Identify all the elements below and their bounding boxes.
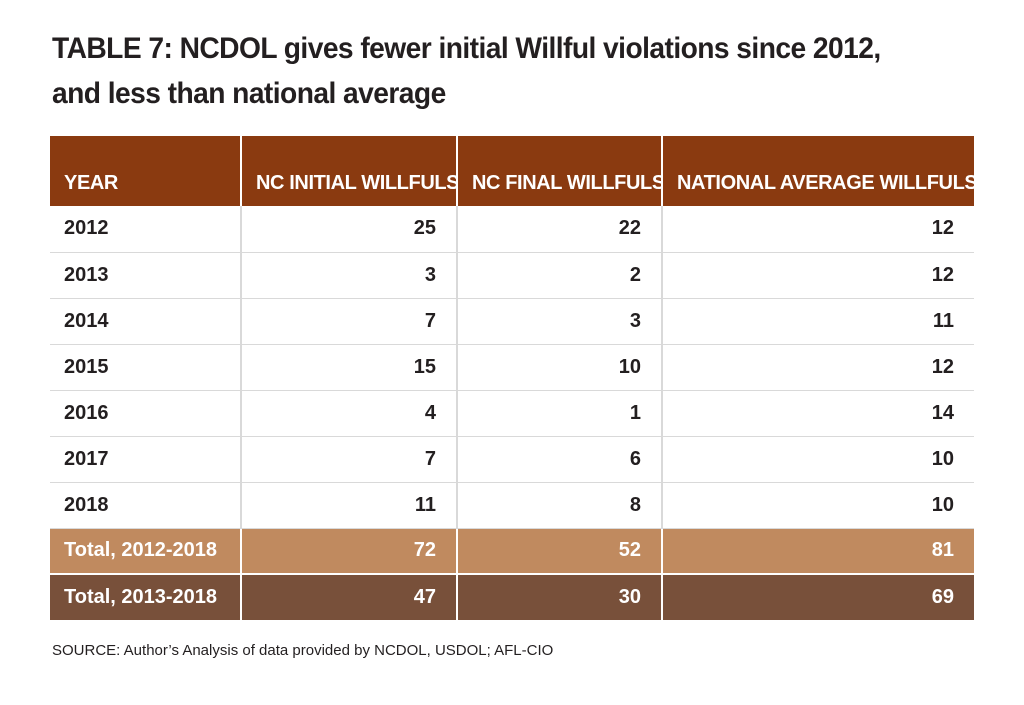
cell-nc-final: 22	[456, 206, 662, 253]
cell-nc-initial: 25	[240, 206, 457, 253]
total-row-2012-2018: Total, 2012-2018 72 52 81	[50, 528, 974, 575]
cell-nc-final: 3	[456, 298, 662, 345]
cell-nc-initial: 4	[240, 390, 457, 437]
cell-nc-final-total: 52	[456, 528, 662, 575]
willful-violations-table: YEAR NC INITIAL WILLFULS NC FINAL WILLFU…	[50, 136, 974, 620]
cell-national-average: 12	[661, 252, 974, 299]
table-row: 2018 11 8 10	[50, 482, 974, 529]
cell-nc-initial: 11	[240, 482, 457, 529]
table-row: 2016 4 1 14	[50, 390, 974, 437]
table-row: 2014 7 3 11	[50, 298, 974, 345]
cell-nc-initial: 15	[240, 344, 457, 391]
table-row: 2015 15 10 12	[50, 344, 974, 391]
cell-national-average: 11	[661, 298, 974, 345]
cell-nc-initial: 3	[240, 252, 457, 299]
cell-year: 2016	[50, 390, 241, 437]
cell-national-average: 10	[661, 436, 974, 483]
cell-total-label: Total, 2013-2018	[50, 574, 241, 620]
cell-national-average: 10	[661, 482, 974, 529]
header-row: YEAR NC INITIAL WILLFULS NC FINAL WILLFU…	[50, 136, 974, 206]
cell-nc-final-total: 30	[456, 574, 662, 620]
table-row: 2012 25 22 12	[50, 206, 974, 253]
source-note: SOURCE: Author’s Analysis of data provid…	[52, 642, 554, 659]
cell-nc-final: 2	[456, 252, 662, 299]
cell-national-average-total: 69	[661, 574, 974, 620]
table-row: 2017 7 6 10	[50, 436, 974, 483]
column-header-national-average: NATIONAL AVERAGE WILLFULS	[661, 136, 974, 206]
column-header-year: YEAR	[50, 136, 241, 206]
column-header-nc-initial: NC INITIAL WILLFULS	[240, 136, 457, 206]
cell-nc-final: 10	[456, 344, 662, 391]
column-header-nc-final: NC FINAL WILLFULS	[456, 136, 662, 206]
cell-nc-final: 6	[456, 436, 662, 483]
cell-nc-initial-total: 47	[240, 574, 457, 620]
cell-year: 2012	[50, 206, 241, 253]
cell-national-average: 14	[661, 390, 974, 437]
cell-nc-final: 8	[456, 482, 662, 529]
cell-national-average: 12	[661, 344, 974, 391]
cell-nc-final: 1	[456, 390, 662, 437]
cell-national-average-total: 81	[661, 528, 974, 575]
cell-year: 2015	[50, 344, 241, 391]
cell-nc-initial: 7	[240, 298, 457, 345]
table-row: 2013 3 2 12	[50, 252, 974, 299]
cell-year: 2013	[50, 252, 241, 299]
cell-year: 2017	[50, 436, 241, 483]
total-row-2013-2018: Total, 2013-2018 47 30 69	[50, 574, 974, 620]
cell-year: 2014	[50, 298, 241, 345]
table-title: TABLE 7: NCDOL gives fewer initial Willf…	[52, 32, 881, 110]
cell-nc-initial-total: 72	[240, 528, 457, 575]
cell-national-average: 12	[661, 206, 974, 253]
cell-year: 2018	[50, 482, 241, 529]
cell-nc-initial: 7	[240, 436, 457, 483]
cell-total-label: Total, 2012-2018	[50, 528, 241, 575]
